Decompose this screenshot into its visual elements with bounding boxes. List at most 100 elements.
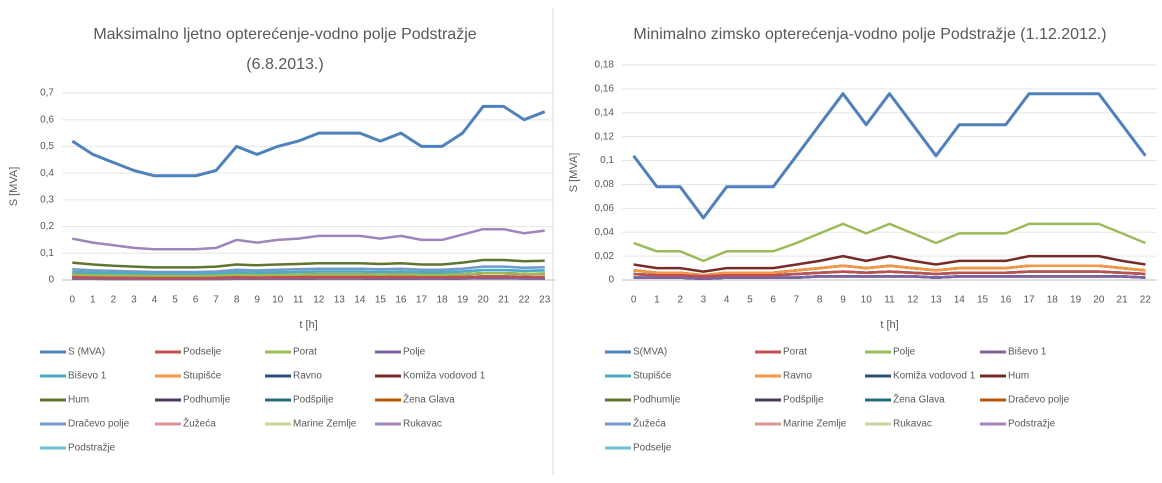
x-tick-label: 2: [111, 295, 117, 306]
legend-label: Rukavac: [893, 419, 932, 430]
x-tick-label: 10: [861, 295, 873, 306]
legend-label: Komiža vodovod 1: [893, 371, 976, 382]
x-tick-label: 15: [977, 295, 989, 306]
y-tick-label: 0,14: [595, 107, 615, 118]
x-tick-label: 2: [677, 295, 683, 306]
x-tick-label: 19: [457, 295, 469, 306]
x-tick-label: 10: [272, 295, 284, 306]
x-tick-label: 6: [193, 295, 199, 306]
x-tick-label: 1: [90, 295, 96, 306]
series-line: [72, 272, 545, 278]
legend-label: Podselje: [183, 347, 222, 358]
y-tick-label: 0,06: [595, 203, 615, 214]
x-tick-label: 15: [375, 295, 387, 306]
y-tick-label: 0,1: [40, 248, 54, 259]
series-line: [71, 104, 546, 178]
x-tick-label: 21: [1117, 295, 1129, 306]
x-tick-label: 14: [354, 295, 366, 306]
x-tick-label: 0: [69, 295, 75, 306]
x-tick-label: 5: [747, 295, 753, 306]
series-line: [633, 254, 1146, 273]
x-tick-label: 6: [770, 295, 776, 306]
y-tick-label: 0,16: [595, 84, 615, 95]
legend-label: S (MVA): [68, 347, 105, 358]
legend-label: Biševo 1: [68, 371, 107, 382]
legend-label: Podstražje: [68, 443, 116, 454]
y-tick-label: 0,2: [40, 221, 54, 232]
legend-label: Porat: [293, 347, 317, 358]
x-tick-label: 16: [395, 295, 407, 306]
series-line: [72, 227, 545, 251]
x-tick-label: 12: [907, 295, 919, 306]
y-tick-label: 0,7: [40, 88, 54, 99]
legend-label: Stupišće: [183, 371, 222, 382]
series-line: [72, 265, 545, 274]
x-tick-label: 9: [254, 295, 260, 306]
x-tick-label: 20: [478, 295, 490, 306]
chart-title: Maksimalno ljetno opterećenje-vodno polj…: [93, 26, 476, 43]
y-tick-label: 0,4: [40, 168, 54, 179]
x-tick-label: 17: [1024, 295, 1036, 306]
x-tick-label: 3: [131, 295, 137, 306]
legend-label: Polje: [403, 347, 426, 358]
legend-label: Dračevo polje: [68, 419, 130, 430]
x-tick-label: 12: [313, 295, 325, 306]
x-tick-label: 4: [724, 295, 730, 306]
series-line: [633, 270, 1146, 278]
legend-label: Podšpilje: [783, 395, 824, 406]
legend-label: Hum: [1008, 371, 1029, 382]
y-tick-label: 0,5: [40, 141, 54, 152]
x-tick-label: 7: [213, 295, 219, 306]
x-tick-label: 19: [1070, 295, 1082, 306]
x-tick-label: 0: [631, 295, 637, 306]
legend-label: Stupišće: [633, 371, 672, 382]
x-tick-label: 23: [539, 295, 551, 306]
legend-label: Podselje: [633, 443, 672, 454]
y-tick-label: 0,6: [40, 114, 54, 125]
series-line: [72, 275, 545, 280]
y-tick-label: 0,08: [595, 179, 615, 190]
x-tick-label: 5: [172, 295, 178, 306]
legend-label: Rukavac: [403, 419, 442, 430]
x-tick-label: 18: [1047, 295, 1059, 306]
y-tick-label: 0: [608, 275, 614, 286]
series-line: [632, 92, 1147, 220]
x-tick-label: 8: [817, 295, 823, 306]
legend-label: Ravno: [293, 371, 322, 382]
x-tick-label: 7: [794, 295, 800, 306]
x-tick-label: 18: [436, 295, 448, 306]
legend-label: Podhumlje: [633, 395, 681, 406]
x-tick-label: 13: [334, 295, 346, 306]
x-tick-label: 3: [701, 295, 707, 306]
legend-label: Žužeća: [183, 417, 216, 430]
chart-title: (6.8.2013.): [246, 56, 323, 73]
x-tick-label: 8: [234, 295, 240, 306]
y-tick-label: 0: [48, 275, 54, 286]
legend-label: Hum: [68, 395, 89, 406]
legend-label: Komiža vodovod 1: [403, 371, 486, 382]
series-line: [633, 275, 1146, 281]
chart-title: Minimalno zimsko opterećenja-vodno polje…: [633, 26, 1106, 43]
legend-label: Podstražje: [1008, 419, 1056, 430]
legend-label: Podhumlje: [183, 395, 231, 406]
x-tick-label: 20: [1093, 295, 1105, 306]
y-tick-label: 0,04: [595, 227, 615, 238]
x-tick-label: 21: [498, 295, 510, 306]
series-line: [633, 264, 1146, 277]
y-tick-label: 0,1: [600, 155, 614, 166]
series-line: [72, 258, 545, 269]
legend-label: Žužeća: [633, 417, 666, 430]
x-tick-label: 22: [519, 295, 531, 306]
y-tick-label: 0,3: [40, 194, 54, 205]
x-tick-label: 4: [152, 295, 158, 306]
y-tick-label: 0,18: [595, 60, 615, 71]
legend-label: Žena Glava: [403, 393, 455, 406]
legend-label: Žena Glava: [893, 393, 945, 406]
x-tick-label: 13: [930, 295, 942, 306]
legend-label: Biševo 1: [1008, 347, 1047, 358]
x-tick-label: 17: [416, 295, 428, 306]
y-axis-label: S [MVA]: [8, 167, 20, 207]
x-axis-label: t [h]: [880, 319, 898, 331]
legend-label: Polje: [893, 347, 916, 358]
